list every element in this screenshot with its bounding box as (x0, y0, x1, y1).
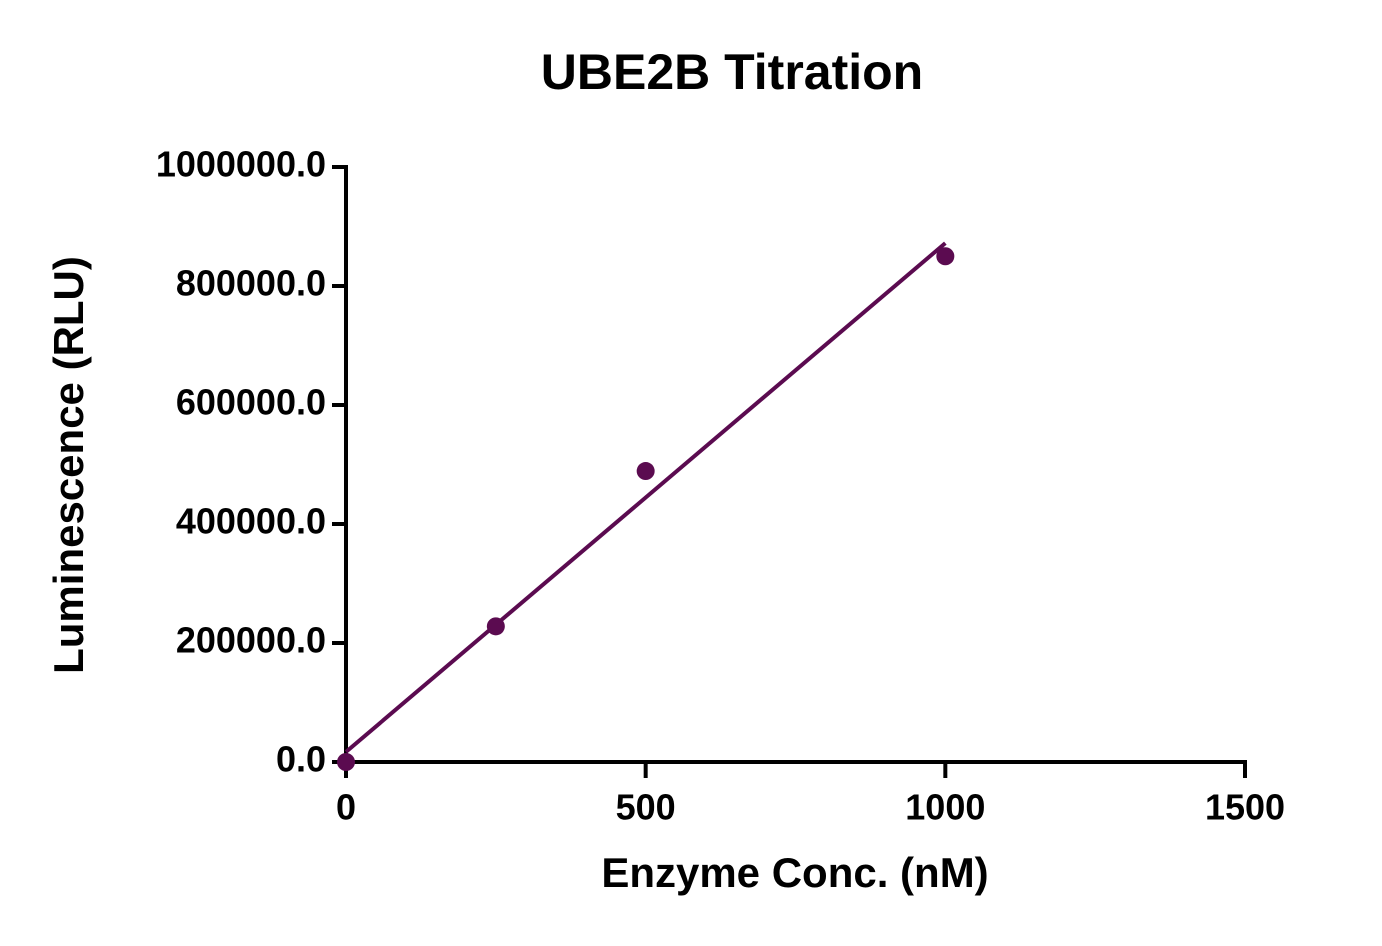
fit-line (344, 241, 947, 754)
x-tick-label: 500 (616, 787, 676, 828)
y-tick-label: 800000.0 (176, 263, 326, 304)
x-tick-label: 1500 (1205, 787, 1285, 828)
y-tick-label: 1000000.0 (156, 144, 326, 185)
y-tick-label: 400000.0 (176, 501, 326, 542)
data-point (636, 462, 655, 481)
data-point (936, 247, 955, 266)
y-tick-label: 600000.0 (176, 382, 326, 423)
x-axis-label: Enzyme Conc. (nM) (601, 849, 988, 896)
data-point (486, 617, 505, 636)
data-point (337, 753, 355, 771)
chart-title: UBE2B Titration (541, 44, 923, 100)
y-tick-label: 200000.0 (176, 620, 326, 661)
y-tick-label: 0.0 (276, 739, 326, 780)
x-tick-label: 1000 (905, 787, 985, 828)
x-tick-label: 0 (336, 787, 356, 828)
y-axis-label: Luminescence (RLU) (45, 256, 92, 674)
